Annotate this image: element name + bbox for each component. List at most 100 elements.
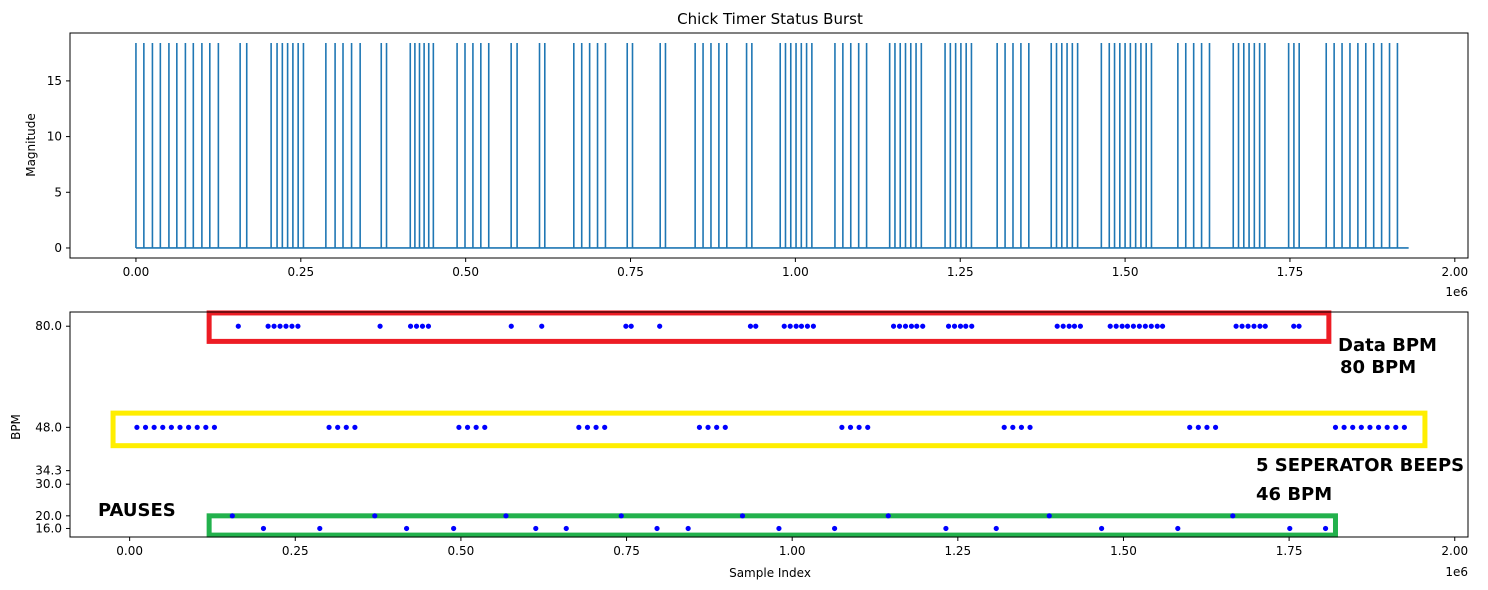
bpm-point xyxy=(1136,323,1142,329)
bpm-point xyxy=(584,424,591,430)
bpm-point xyxy=(685,525,691,532)
y-axis-label: Magnitude xyxy=(24,113,38,177)
bpm-point xyxy=(798,323,805,329)
bpm-point xyxy=(865,424,871,430)
bpm-point xyxy=(508,323,514,329)
bpm-point xyxy=(957,323,964,329)
bpm-point xyxy=(776,525,782,532)
annotation-data-bpm-value: 80 BPM xyxy=(1340,357,1416,378)
bpm-point xyxy=(1393,424,1399,430)
x-tick-label: 1.25 xyxy=(947,265,974,279)
bpm-point xyxy=(539,323,545,329)
bpm-point xyxy=(1071,323,1078,329)
bpm-point xyxy=(781,323,787,329)
bpm-point xyxy=(372,513,378,519)
bpm-point xyxy=(1233,323,1239,329)
bpm-point xyxy=(722,424,728,430)
bpm-point xyxy=(563,525,569,532)
bpm-point xyxy=(326,424,332,430)
x-tick-label: 1.75 xyxy=(1276,544,1303,558)
bpm-point xyxy=(229,513,235,519)
y-tick-label: 80.0 xyxy=(35,319,62,333)
bpm-point xyxy=(1124,323,1131,329)
bpm-point xyxy=(902,323,909,329)
bpm-point xyxy=(793,323,799,329)
bpm-point xyxy=(856,424,862,430)
bpm-point xyxy=(1113,323,1119,329)
bpm-point xyxy=(618,513,624,519)
magnitude-chart: Chick Timer Status Burst 0.00 0.25 0.50 0.7… xyxy=(24,10,1469,299)
bpm-point xyxy=(1401,424,1407,430)
bpm-point xyxy=(914,323,920,329)
plot-frame xyxy=(69,32,1469,259)
y-tick-label: 20.0 xyxy=(35,509,62,523)
bpm-point xyxy=(1384,424,1390,430)
x-tick-label: 2.00 xyxy=(1441,265,1468,279)
plot-frame xyxy=(69,311,1469,538)
bpm-points xyxy=(134,323,1407,532)
bpm-point xyxy=(283,323,289,329)
bpm-point xyxy=(696,424,703,430)
bpm-point xyxy=(419,323,426,329)
bpm-point xyxy=(482,424,488,430)
bpm-point xyxy=(1060,323,1066,329)
bpm-point xyxy=(963,323,969,329)
bpm-point xyxy=(1350,424,1356,430)
x-tick-label: 2.00 xyxy=(1441,544,1468,558)
bpm-point xyxy=(289,323,295,329)
bpm-point xyxy=(1054,323,1060,329)
bpm-point xyxy=(295,323,301,329)
x-tick-label: 0.25 xyxy=(282,544,309,558)
bpm-point xyxy=(787,323,793,329)
highlight-boxes xyxy=(110,310,1428,538)
bpm-point xyxy=(920,323,926,329)
bpm-point xyxy=(456,424,462,430)
bpm-point xyxy=(403,525,410,532)
bpm-point xyxy=(343,424,349,430)
bpm-point xyxy=(1187,424,1193,430)
bpm-point xyxy=(533,525,539,532)
bpm-point xyxy=(1148,323,1154,329)
bpm-point xyxy=(1175,525,1181,532)
bpm-point xyxy=(1375,424,1382,430)
bpm-point xyxy=(194,424,200,430)
bpm-point xyxy=(945,323,952,329)
bpm-point xyxy=(1027,424,1033,430)
bpm-point xyxy=(1107,323,1113,329)
bpm-point xyxy=(203,424,209,430)
bpm-point xyxy=(1204,424,1210,430)
bpm-point xyxy=(1322,525,1329,532)
bpm-point xyxy=(260,525,267,532)
x-tick-label: 0.00 xyxy=(123,265,150,279)
bpm-point xyxy=(908,323,915,329)
y-axis-ticks: 16.020.0 30.034.3 48.0 80.0 xyxy=(35,319,70,535)
x-tick-label: 1.25 xyxy=(944,544,971,558)
x-tick-label: 0.75 xyxy=(617,265,644,279)
x-tick-label: 1.00 xyxy=(779,544,806,558)
bpm-point xyxy=(317,525,323,532)
annotation-pauses: PAUSES xyxy=(98,500,176,521)
y-tick-label: 16.0 xyxy=(35,521,62,535)
bpm-point xyxy=(576,424,582,430)
annotation-separator-beeps: 5 SEPERATOR BEEPS xyxy=(1256,455,1464,476)
highlight-box-2 xyxy=(206,513,1338,538)
bpm-point xyxy=(1066,323,1072,329)
bpm-point xyxy=(714,424,720,430)
x-tick-label: 0.50 xyxy=(452,265,479,279)
bpm-point xyxy=(1018,424,1025,430)
bpm-point xyxy=(890,323,897,329)
bpm-point xyxy=(503,513,509,519)
bpm-point xyxy=(739,513,746,519)
bpm-point xyxy=(1230,513,1236,519)
bpm-point xyxy=(993,525,999,532)
bpm-point xyxy=(185,424,192,430)
annotation-separator-bpm-value: 46 BPM xyxy=(1256,484,1332,505)
x-tick-label: 1.50 xyxy=(1112,265,1139,279)
bpm-chart: 0.00 0.25 0.50 0.75 1.00 1.25 1.50 1.75 2.00 16.… xyxy=(9,310,1469,580)
bpm-point xyxy=(1291,323,1297,329)
bpm-point xyxy=(831,525,838,532)
bpm-point xyxy=(1119,323,1125,329)
x-tick-label: 1.00 xyxy=(782,265,809,279)
bpm-point xyxy=(1154,323,1160,329)
y-tick-label: 34.3 xyxy=(35,464,62,478)
